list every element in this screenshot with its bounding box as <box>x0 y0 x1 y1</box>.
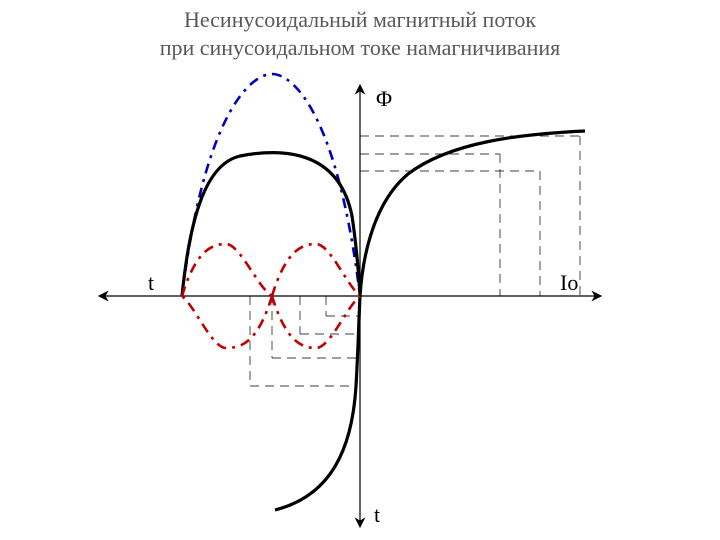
svg-text:t: t <box>374 502 380 527</box>
title-line-1: Несинусоидальный магнитный поток <box>184 7 536 32</box>
svg-text:Io: Io <box>560 270 578 295</box>
svg-text:Φ: Φ <box>376 86 392 111</box>
svg-text:t: t <box>148 270 154 295</box>
diagram-canvas: t Io Φt <box>0 56 720 540</box>
figure-title: Несинусоидальный магнитный поток при син… <box>0 6 720 61</box>
